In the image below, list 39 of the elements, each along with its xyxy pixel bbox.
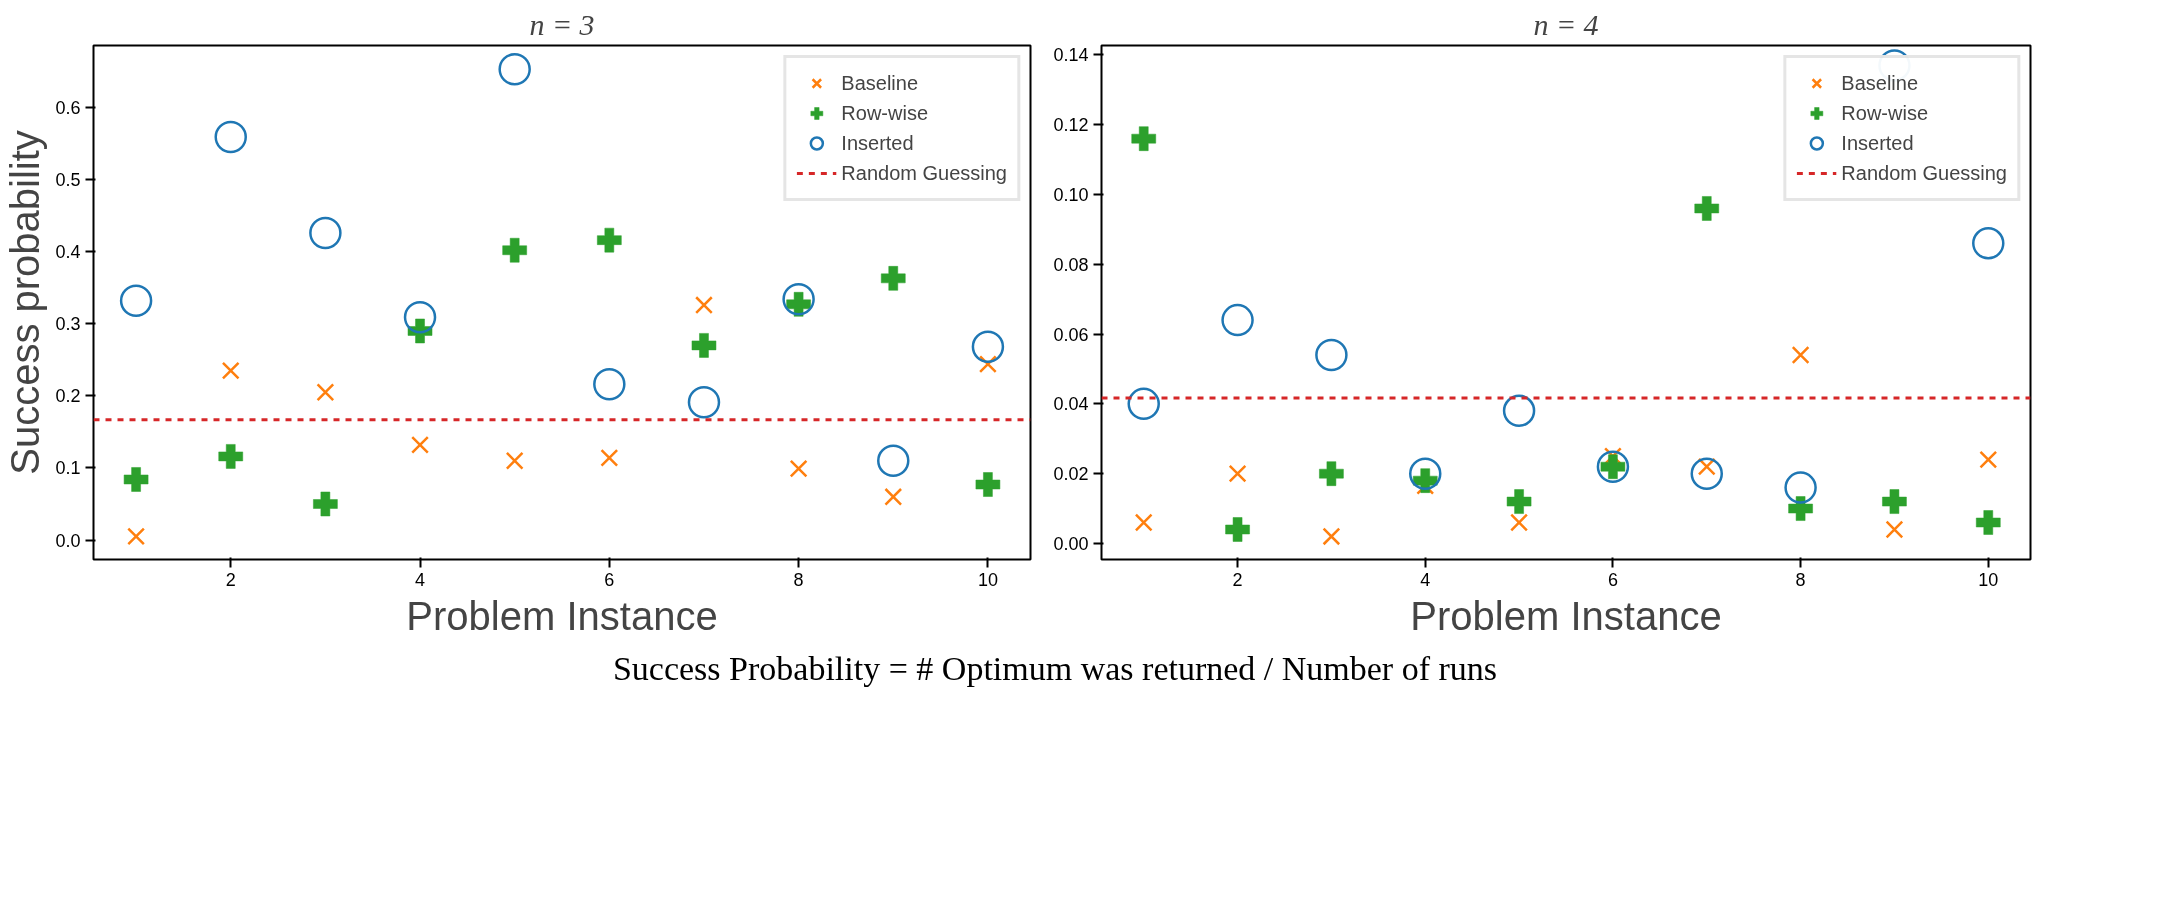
- legend-label: Inserted: [841, 131, 914, 155]
- legend-label: Baseline: [841, 71, 919, 95]
- x-tick-label: 8: [793, 569, 804, 590]
- y-axis-title: Success probability: [3, 130, 48, 475]
- x-tick-label: 6: [1607, 569, 1618, 590]
- text: Success Probability = # Optimum was returned / Number of runs: [612, 649, 1498, 689]
- legend-label: Row-wise: [1841, 101, 1929, 125]
- legend-label: Inserted: [1841, 131, 1914, 155]
- x-tick-label: 10: [977, 569, 998, 590]
- x-tick-label: 2: [225, 569, 236, 590]
- chart-title: n = 3: [529, 7, 595, 41]
- y-tick-label: 0.6: [55, 98, 81, 118]
- x-tick-label: 2: [1232, 569, 1243, 590]
- y-tick-label: 0.04: [1053, 394, 1089, 415]
- y-tick-label: 0.00: [1053, 533, 1089, 554]
- legend-label: Random Guessing: [1841, 161, 2007, 185]
- y-tick-label: 0.14: [1053, 45, 1089, 66]
- legend-label: Baseline: [1841, 71, 1919, 95]
- y-tick-label: 0.12: [1053, 115, 1089, 136]
- x-axis-title: Problem Instance: [406, 593, 718, 638]
- y-tick-label: 0.5: [55, 170, 81, 191]
- y-tick-label: 0.1: [55, 458, 81, 479]
- y-tick-label: 0.02: [1053, 464, 1089, 485]
- x-tick-label: 8: [1795, 569, 1806, 590]
- y-tick-label: 0.4: [55, 242, 81, 263]
- y-tick-label: 0.2: [55, 386, 81, 407]
- x-tick-label: 6: [604, 569, 615, 590]
- y-tick-label: 0.10: [1053, 185, 1089, 205]
- chart-title: n = 4: [1533, 7, 1599, 41]
- legend-label: Random Guessing: [841, 161, 1007, 185]
- x-tick-label: 4: [1420, 569, 1431, 590]
- y-tick-label: 0.06: [1053, 324, 1089, 345]
- x-tick-label: 10: [1978, 569, 1999, 590]
- legend-label: Row-wise: [841, 101, 929, 125]
- y-tick-label: 0.08: [1053, 254, 1089, 275]
- x-axis-title: Problem Instance: [1410, 593, 1722, 638]
- x-tick-label: 4: [415, 569, 426, 590]
- y-tick-label: 0.0: [55, 530, 81, 551]
- y-tick-label: 0.3: [55, 314, 81, 335]
